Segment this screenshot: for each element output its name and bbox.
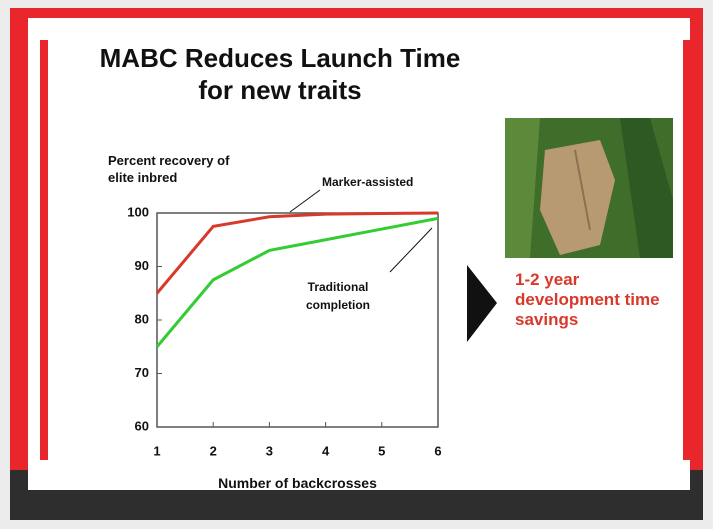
- y-tick-label: 60: [135, 418, 149, 433]
- x-tick-label: 5: [378, 443, 385, 458]
- x-tick-label: 4: [322, 443, 330, 458]
- y-axis-label: Percent recovery of elite inbred: [108, 152, 258, 186]
- chart-title: MABC Reduces Launch Time for new traits: [90, 42, 470, 106]
- y-tick-label: 100: [127, 204, 149, 219]
- x-tick-label: 1: [153, 443, 160, 458]
- x-axis-label: Number of backcrosses: [157, 475, 438, 491]
- slide: 60 70 80 90 100 1 2 3 4 5 6 MABC Reduces Launch Ti…: [0, 0, 713, 529]
- left-bar: [40, 40, 48, 460]
- series-label: Traditional completion: [288, 278, 388, 314]
- callout: 1-2 year development time savings: [515, 270, 665, 330]
- y-tick-label: 90: [135, 258, 149, 273]
- series-label: Marker-assisted: [322, 175, 462, 189]
- y-tick-label: 80: [135, 311, 149, 326]
- right-bar: [683, 40, 691, 460]
- x-tick-label: 2: [210, 443, 217, 458]
- y-tick-label: 70: [135, 365, 149, 380]
- x-tick-label: 6: [434, 443, 441, 458]
- x-tick-label: 3: [266, 443, 273, 458]
